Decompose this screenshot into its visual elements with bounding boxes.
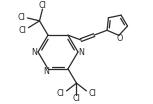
Text: Cl: Cl (18, 13, 25, 22)
Text: N: N (78, 48, 84, 56)
Text: Cl: Cl (89, 89, 96, 98)
Text: N: N (32, 48, 37, 56)
Text: Cl: Cl (19, 26, 26, 35)
Text: N: N (43, 67, 49, 76)
Text: Cl: Cl (73, 94, 80, 103)
Text: O: O (116, 34, 123, 43)
Text: Cl: Cl (39, 1, 47, 10)
Text: Cl: Cl (57, 89, 64, 98)
